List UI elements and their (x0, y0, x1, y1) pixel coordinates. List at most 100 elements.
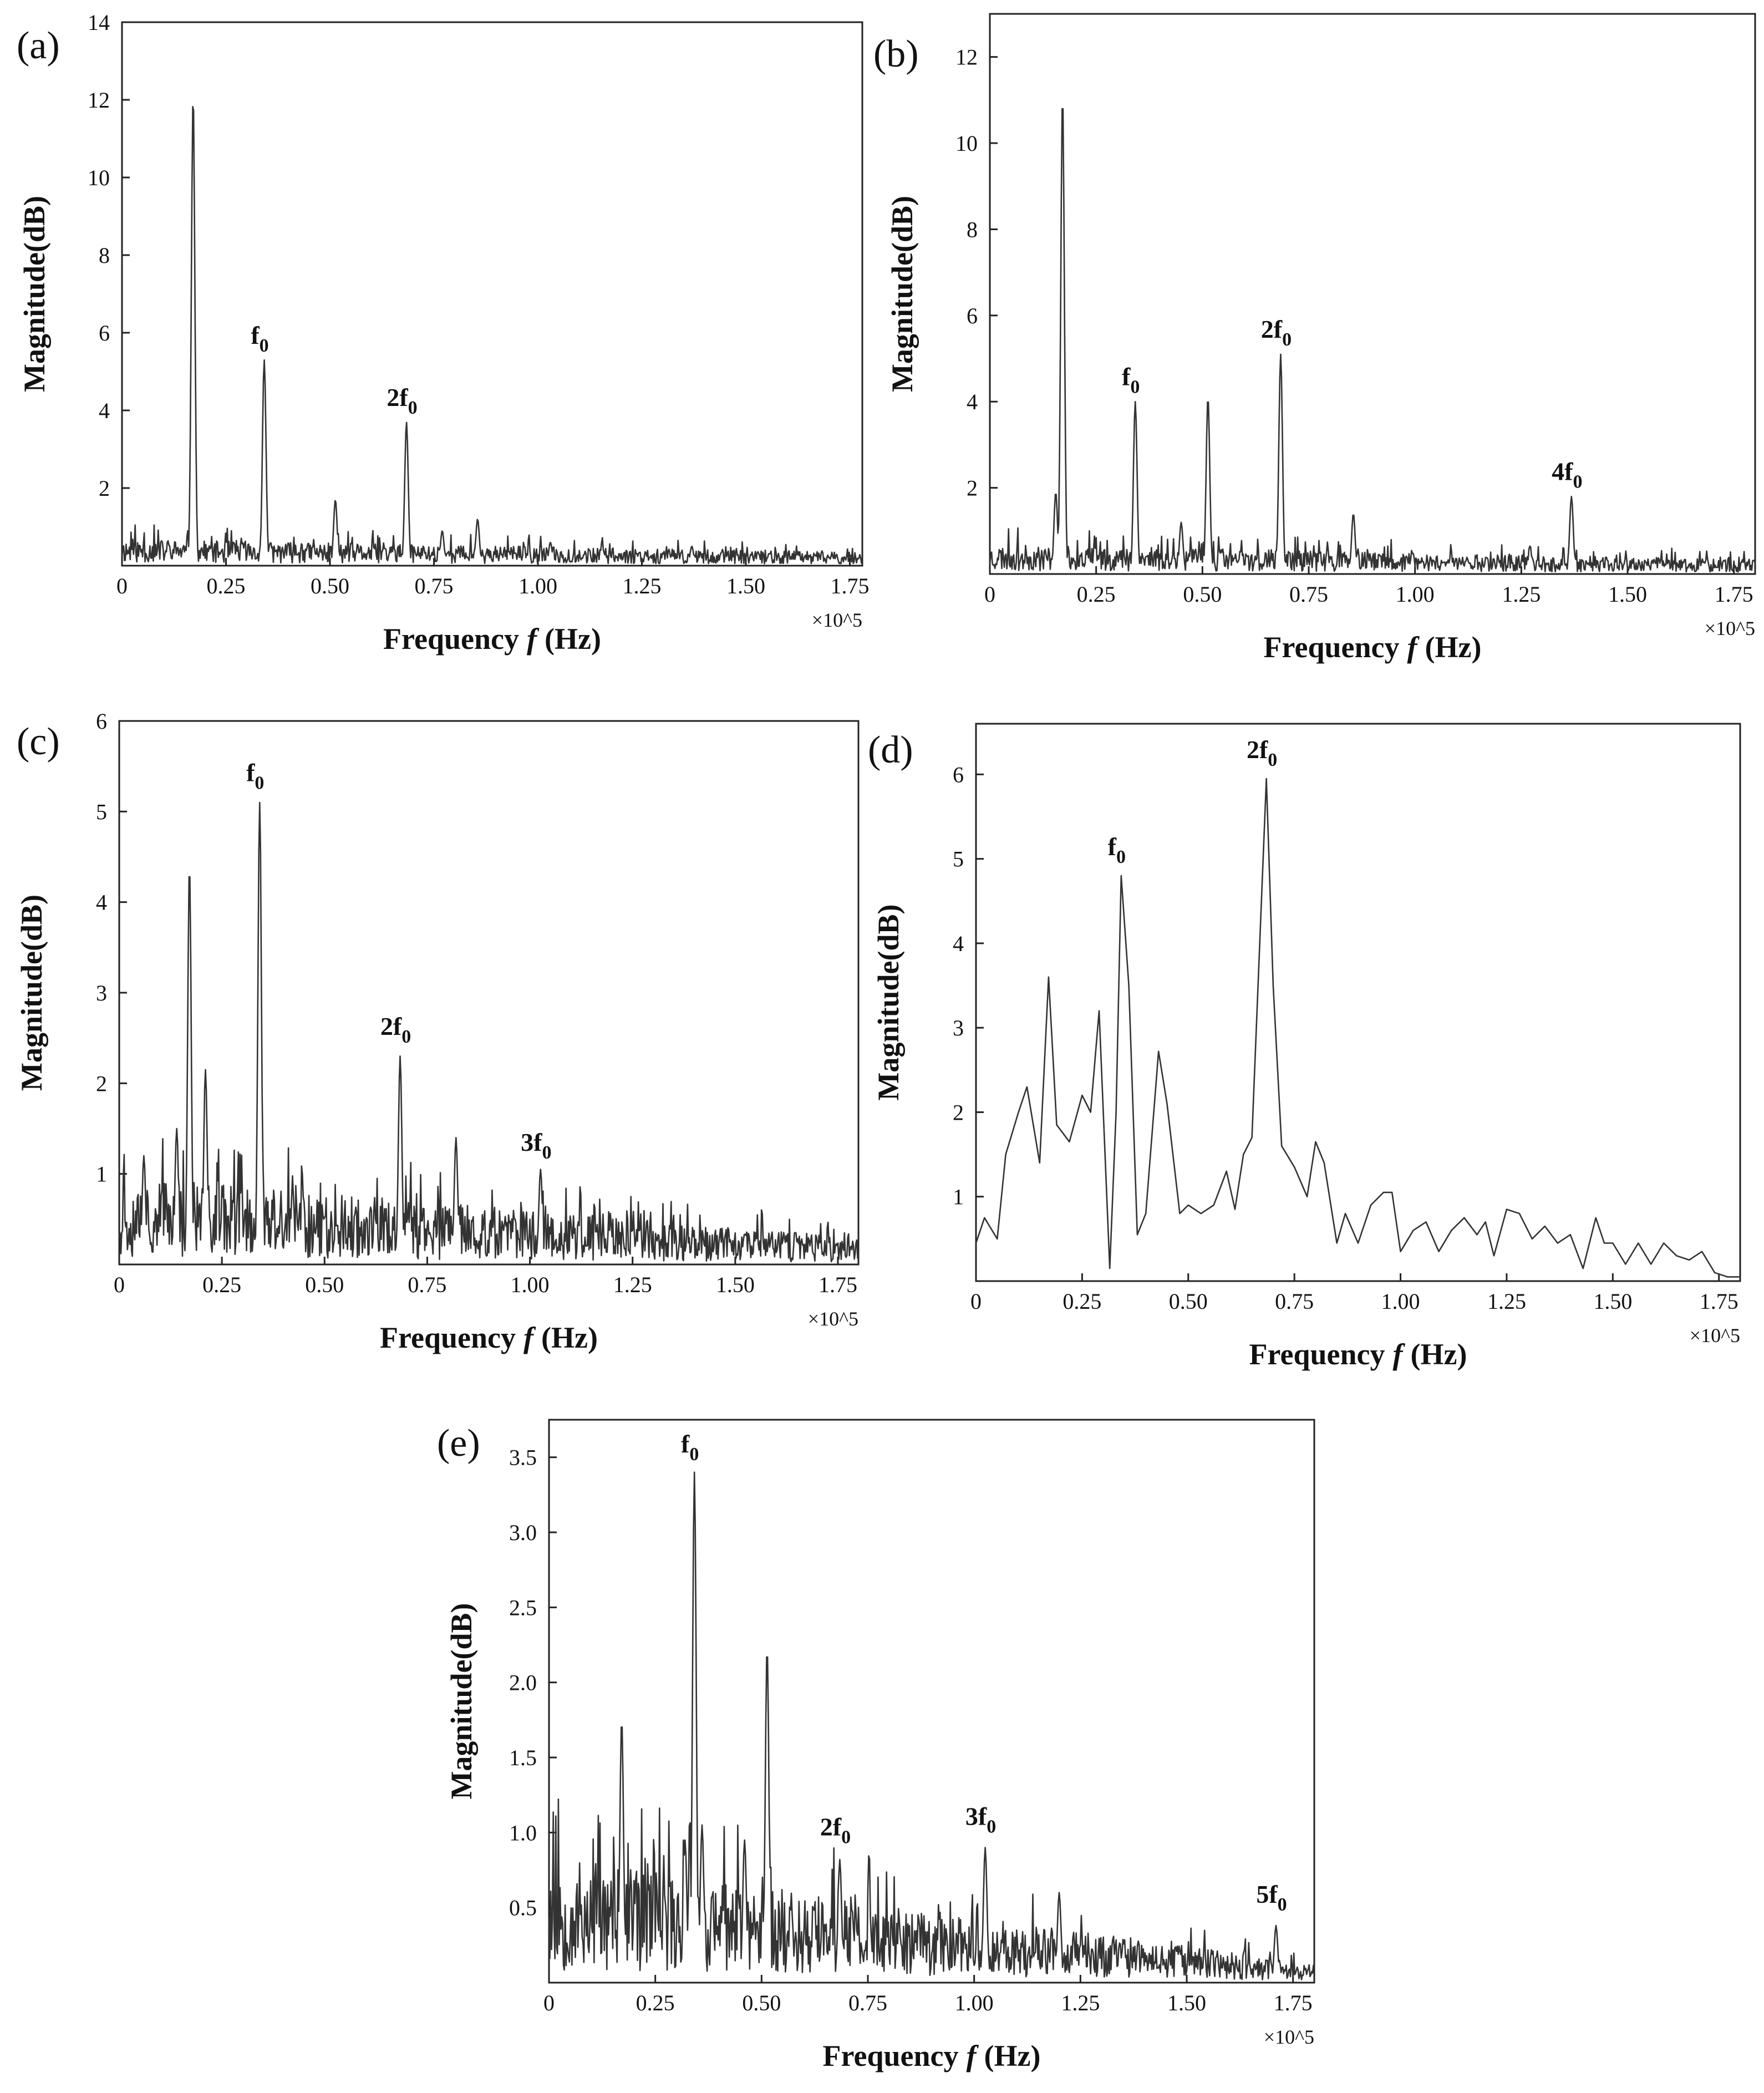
harmonic-annotation-main: 2f (820, 1812, 842, 1841)
y-tick-label: 6 (953, 762, 964, 787)
harmonic-annotation-main: 3f (965, 1802, 987, 1830)
x-axis-label-unit: (Hz) (984, 2039, 1041, 2072)
x-multiplier: ×10^5 (1264, 2026, 1314, 2048)
panel-label: (d) (868, 729, 913, 771)
y-tick-label: 2 (953, 1100, 964, 1125)
spectrum-line (121, 106, 863, 565)
spectrum-line (989, 108, 1756, 573)
x-axis-label-text: Frequency (823, 2039, 959, 2072)
harmonic-annotation-sub: 0 (1130, 377, 1140, 397)
y-tick-label: 8 (99, 243, 110, 268)
harmonic-annotation-sub: 0 (1573, 471, 1582, 492)
x-tick-label: 0.75 (1275, 1289, 1314, 1314)
y-tick-label: 5 (953, 847, 964, 872)
y-tick-label: 12 (88, 88, 110, 113)
harmonic-annotation-sub: 0 (987, 1816, 996, 1837)
x-multiplier: ×10^5 (1690, 1324, 1740, 1347)
x-tick-label: 0.50 (305, 1272, 344, 1297)
x-multiplier: ×10^5 (808, 1308, 858, 1330)
x-tick-label: 1.75 (1715, 582, 1753, 607)
x-tick-label: 0 (984, 582, 995, 607)
panel-d: (d) 0 0.25 0.50 0.75 1.00 1.25 1.50 1.75 1 2 3 4 5 6 ×1… (868, 723, 1741, 1371)
x-axis-label-text: Frequency (1249, 1338, 1385, 1371)
harmonic-annotation-sub: 0 (255, 773, 264, 794)
x-tick-label: 1.25 (613, 1272, 652, 1297)
y-tick-label: 3.5 (509, 1445, 537, 1470)
x-tick-label: 1.00 (1381, 1289, 1420, 1314)
x-axis-label-unit: (Hz) (1411, 1338, 1467, 1371)
harmonic-annotation: 2f0 (380, 1012, 411, 1047)
y-tick-label: 6 (96, 709, 107, 734)
x-tick-label: 0.25 (1063, 1289, 1101, 1314)
x-tick-label: 1.25 (1502, 582, 1541, 607)
y-tick-label: 4 (953, 931, 964, 956)
harmonic-annotation-main: 2f (1261, 315, 1283, 343)
harmonic-annotation-main: 2f (387, 383, 408, 412)
y-tick-label: 4 (967, 389, 978, 414)
plot-frame (975, 723, 1741, 1282)
y-axis-label: Magnitude(dB) (15, 895, 48, 1091)
y-tick-label: 2 (96, 1071, 107, 1096)
x-multiplier: ×10^5 (1705, 617, 1755, 639)
harmonic-annotation-main: f (681, 1430, 690, 1458)
y-tick-label: 2.5 (509, 1595, 537, 1620)
harmonic-annotation: f0 (251, 321, 268, 356)
x-tick-label: 1.25 (1487, 1289, 1526, 1314)
harmonic-annotation-main: f (246, 759, 255, 787)
y-tick-label: 0.5 (509, 1896, 537, 1921)
x-tick-label: 1.75 (831, 573, 870, 598)
x-tick-label: 1.50 (1167, 1990, 1206, 2015)
plot-frame (121, 21, 863, 567)
harmonic-annotation-sub: 0 (1268, 750, 1277, 770)
y-tick-label: 2 (967, 476, 978, 501)
x-tick-label: 1.00 (511, 1272, 550, 1297)
x-tick-label: 0.25 (202, 1272, 241, 1297)
x-tick-label: 0.75 (848, 1990, 887, 2015)
harmonic-annotation: 2f0 (387, 383, 417, 418)
x-axis-label-symbol: f (1393, 1338, 1406, 1371)
x-tick-label: 1.50 (726, 573, 765, 598)
x-tick-label: 0 (970, 1289, 982, 1314)
panel-label: (e) (437, 1422, 480, 1465)
y-tick-label: 6 (99, 321, 110, 346)
y-axis-label: Magnitude(dB) (872, 904, 905, 1100)
x-axis-label: Frequency f (Hz) (383, 622, 601, 656)
x-tick-label: 1.50 (1593, 1289, 1632, 1314)
harmonic-annotation-sub: 0 (841, 1827, 851, 1847)
plot-frame (989, 13, 1756, 575)
harmonic-annotation-sub: 0 (542, 1142, 551, 1163)
y-tick-label: 12 (955, 45, 978, 70)
harmonic-annotation-main: f (1122, 362, 1131, 390)
harmonic-annotation: 3f0 (521, 1128, 551, 1163)
x-axis-label-symbol: f (1407, 631, 1420, 664)
x-tick-label: 0.50 (742, 1990, 781, 2015)
x-axis-label-unit: (Hz) (545, 622, 601, 656)
plot-frame (118, 720, 860, 1266)
harmonic-annotation-sub: 0 (1278, 1894, 1287, 1915)
y-tick-label: 5 (96, 799, 107, 824)
x-axis-label-symbol: f (967, 2039, 979, 2072)
x-axis-label-symbol: f (527, 622, 540, 656)
x-axis-label-unit: (Hz) (541, 1321, 598, 1354)
harmonic-annotation-main: f (251, 321, 260, 349)
harmonic-annotation-sub: 0 (1116, 847, 1126, 867)
y-tick-label: 2.0 (509, 1670, 537, 1695)
y-tick-label: 3.0 (509, 1520, 537, 1545)
y-tick-label: 1 (96, 1162, 107, 1187)
x-axis-label: Frequency f (Hz) (380, 1321, 598, 1354)
x-axis-label: Frequency f (Hz) (1264, 631, 1482, 664)
harmonic-annotation: 2f0 (1261, 315, 1292, 350)
harmonic-annotation: 3f0 (965, 1802, 996, 1837)
y-axis-label: Magnitude(dB) (445, 1603, 478, 1799)
harmonic-annotation-main: 2f (1247, 735, 1268, 764)
y-tick-label: 6 (967, 303, 978, 328)
x-tick-label: 0.50 (1183, 582, 1222, 607)
y-tick-label: 1 (953, 1185, 964, 1210)
y-axis-label: Magnitude(dB) (886, 196, 919, 392)
x-tick-label: 0.50 (1169, 1289, 1208, 1314)
x-tick-label: 1.50 (716, 1272, 755, 1297)
panel-label: (b) (873, 33, 919, 75)
harmonic-annotation-sub: 0 (408, 398, 418, 418)
y-tick-label: 1.5 (509, 1745, 537, 1770)
